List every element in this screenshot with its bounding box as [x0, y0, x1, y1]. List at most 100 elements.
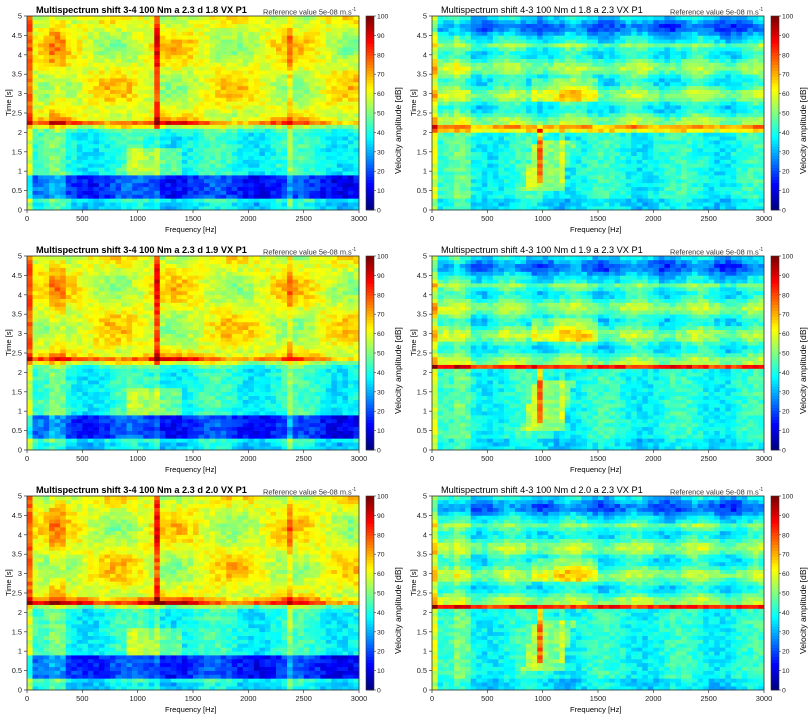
heatmap-cell: [531, 27, 538, 32]
heatmap-cell: [509, 190, 516, 195]
heatmap-cell: [27, 97, 33, 102]
heatmap-cell: [253, 198, 260, 203]
heatmap-cell: [553, 39, 560, 44]
heatmap-cell: [264, 27, 271, 32]
heatmap-cell: [270, 198, 277, 203]
colorbar-segment: [366, 52, 374, 56]
heatmap-cell: [65, 140, 72, 145]
heatmap-cell: [603, 116, 610, 122]
heatmap-cell: [459, 66, 466, 71]
heatmap-cell: [353, 167, 360, 172]
heatmap-cell: [121, 47, 127, 52]
heatmap-cell: [553, 50, 560, 56]
heatmap-cell: [76, 128, 83, 133]
heatmap-cell: [526, 43, 532, 48]
heatmap-cell: [520, 47, 527, 52]
heatmap-cell: [76, 178, 83, 184]
heatmap-cell: [320, 202, 327, 207]
heatmap-cell: [154, 128, 161, 133]
heatmap-cell: [82, 97, 89, 102]
heatmap-cell: [353, 113, 360, 118]
heatmap-cell: [198, 186, 205, 191]
heatmap-cell: [553, 43, 560, 48]
heatmap-cell: [553, 16, 560, 21]
heatmap-cell: [259, 78, 266, 83]
heatmap-cell: [520, 66, 527, 71]
heatmap-cell: [32, 109, 39, 114]
heatmap-cell: [32, 144, 39, 149]
heatmap-cell: [537, 167, 543, 172]
heatmap-cell: [465, 171, 472, 176]
heatmap-cell: [143, 198, 150, 203]
heatmap-cell: [143, 66, 150, 71]
heatmap-cell: [581, 178, 588, 184]
heatmap-cell: [43, 140, 50, 145]
heatmap-cell: [548, 171, 555, 176]
heatmap-cell: [559, 147, 566, 153]
heatmap-cell: [575, 202, 582, 207]
heatmap-cell: [298, 58, 304, 63]
heatmap-cell: [509, 89, 516, 94]
heatmap-cell: [154, 78, 161, 83]
heatmap-cell: [586, 186, 593, 191]
heatmap-cell: [181, 171, 188, 176]
heatmap-cell: [248, 19, 255, 25]
heatmap-cell: [242, 43, 249, 48]
heatmap-cell: [27, 159, 33, 164]
heatmap-cell: [176, 31, 183, 36]
heatmap-cell: [287, 70, 293, 75]
heatmap-cell: [559, 167, 566, 172]
heatmap-cell: [226, 89, 233, 94]
heatmap-cell: [38, 39, 44, 44]
heatmap-cell: [248, 66, 255, 71]
heatmap-cell: [104, 186, 111, 191]
heatmap-cell: [443, 124, 449, 129]
heatmap-cell: [498, 58, 505, 63]
heatmap-cell: [65, 93, 72, 98]
heatmap-cell: [226, 101, 233, 106]
heatmap-cell: [509, 178, 516, 184]
heatmap-cell: [270, 101, 277, 106]
heatmap-cell: [76, 47, 83, 52]
heatmap-cell: [148, 101, 155, 106]
heatmap-cell: [581, 147, 588, 153]
heatmap-cell: [353, 31, 360, 36]
heatmap-cell: [481, 62, 488, 67]
heatmap-cell: [331, 16, 338, 21]
colorbar-segment: [366, 203, 374, 208]
heatmap-cell: [476, 85, 483, 91]
heatmap-cell: [110, 58, 116, 63]
heatmap-cell: [325, 194, 332, 199]
heatmap-cell: [115, 186, 122, 191]
heatmap-cell: [65, 136, 72, 141]
heatmap-cell: [515, 78, 521, 83]
heatmap-cell: [592, 202, 599, 207]
heatmap-cell: [342, 182, 349, 188]
heatmap-cell: [470, 50, 477, 56]
heatmap-cell: [520, 147, 527, 153]
heatmap-cell: [253, 89, 260, 94]
heatmap-cell: [325, 74, 332, 79]
heatmap-cell: [586, 89, 593, 94]
heatmap-cell: [459, 132, 466, 137]
heatmap-cell: [220, 113, 227, 118]
heatmap-cell: [32, 163, 39, 168]
heatmap-cell: [498, 89, 505, 94]
heatmap-cell: [87, 116, 94, 122]
heatmap-cell: [148, 171, 155, 176]
heatmap-cell: [570, 50, 577, 56]
heatmap-cell: [281, 178, 288, 184]
heatmap-cell: [220, 19, 227, 25]
heatmap-cell: [542, 35, 549, 40]
heatmap-cell: [181, 74, 188, 79]
heatmap-cell: [331, 27, 338, 32]
heatmap-cell: [242, 186, 249, 191]
heatmap-cell: [581, 136, 588, 141]
heatmap-cell: [71, 194, 78, 199]
heatmap-cell: [503, 147, 510, 153]
heatmap-cell: [27, 93, 33, 98]
heatmap-cell: [38, 159, 44, 164]
heatmap-cell: [564, 97, 571, 102]
heatmap-cell: [564, 50, 571, 56]
heatmap-cell: [592, 54, 599, 59]
